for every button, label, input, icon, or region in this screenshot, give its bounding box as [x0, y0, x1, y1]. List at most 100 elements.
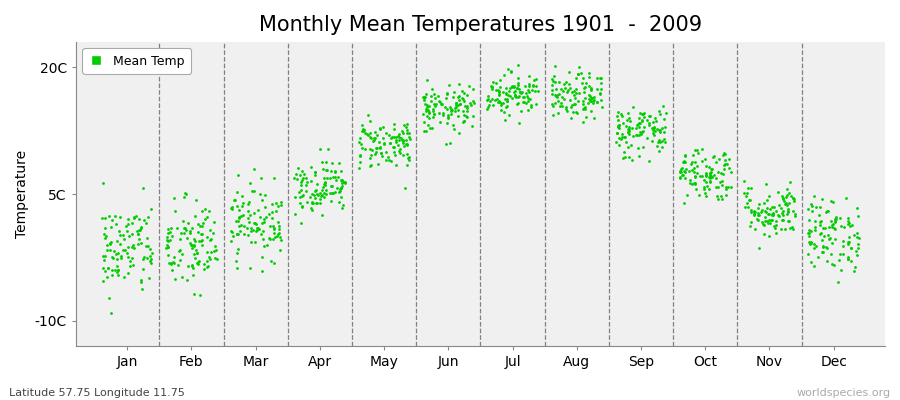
Point [318, 179, 332, 186]
Point [586, 98, 600, 104]
Point [208, 243, 222, 250]
Point [689, 147, 704, 154]
Point [379, 130, 393, 136]
Point [175, 274, 189, 280]
Point [96, 231, 111, 237]
Point [367, 129, 382, 135]
Point [266, 236, 281, 242]
Point [743, 208, 758, 215]
Point [392, 146, 407, 152]
Point [768, 225, 782, 231]
Point [103, 240, 117, 246]
Point [247, 166, 261, 172]
Point [299, 181, 313, 188]
Point [698, 156, 712, 162]
Point [751, 210, 765, 216]
Point [291, 165, 305, 172]
Point [481, 93, 495, 100]
Point [704, 169, 718, 176]
Point [424, 98, 438, 104]
Point [765, 212, 779, 218]
Point [716, 152, 731, 158]
Point [519, 93, 534, 99]
Point [574, 70, 589, 76]
Point [716, 166, 731, 172]
Point [160, 243, 175, 250]
Point [850, 205, 865, 211]
Point [144, 260, 158, 266]
Point [631, 145, 645, 152]
Point [527, 76, 542, 83]
Point [718, 151, 733, 157]
Point [850, 234, 865, 240]
Point [134, 225, 148, 232]
Point [841, 256, 855, 262]
Point [140, 254, 155, 261]
Point [111, 249, 125, 256]
Point [776, 195, 790, 202]
Point [189, 197, 203, 204]
Point [122, 216, 136, 222]
Point [652, 139, 667, 145]
Point [616, 120, 631, 126]
Point [382, 140, 397, 146]
Point [645, 130, 660, 136]
Point [844, 222, 859, 228]
Point [185, 264, 200, 271]
Point [621, 154, 635, 160]
Point [435, 100, 449, 107]
Point [258, 204, 273, 210]
Point [552, 79, 566, 86]
Point [632, 115, 646, 121]
Point [823, 235, 837, 241]
Point [643, 120, 657, 126]
Point [304, 205, 319, 211]
Point [363, 154, 377, 161]
Point [136, 185, 150, 192]
Point [363, 118, 377, 124]
Point [96, 265, 111, 272]
Point [396, 152, 410, 158]
Point [489, 97, 503, 103]
Point [400, 150, 414, 157]
Point [383, 135, 398, 141]
Point [615, 113, 629, 119]
Point [338, 180, 352, 186]
Point [98, 235, 112, 242]
Point [781, 218, 796, 224]
Point [428, 103, 443, 109]
Point [257, 216, 272, 222]
Point [257, 243, 272, 249]
Point [616, 131, 630, 138]
Point [582, 74, 597, 80]
Point [571, 98, 585, 105]
Point [288, 194, 302, 200]
Point [818, 225, 832, 231]
Point [851, 245, 866, 252]
Point [296, 192, 310, 198]
Point [594, 80, 608, 86]
Point [505, 95, 519, 101]
Point [804, 228, 818, 235]
Point [357, 127, 372, 134]
Point [505, 84, 519, 91]
Point [642, 158, 656, 164]
Point [760, 197, 774, 204]
Point [643, 113, 657, 119]
Point [719, 184, 733, 190]
Point [818, 208, 832, 215]
Point [715, 182, 729, 188]
Point [743, 219, 758, 226]
Point [270, 202, 284, 209]
Point [772, 202, 787, 208]
Point [271, 219, 285, 225]
Point [463, 100, 477, 106]
Point [833, 250, 848, 257]
Point [769, 230, 783, 236]
Point [829, 216, 843, 222]
Point [697, 177, 711, 183]
Point [494, 100, 508, 106]
Point [692, 192, 706, 198]
Point [528, 100, 543, 107]
Point [108, 266, 122, 273]
